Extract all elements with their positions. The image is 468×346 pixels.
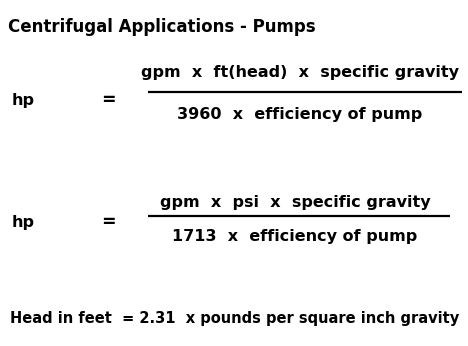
Text: Centrifugal Applications - Pumps: Centrifugal Applications - Pumps	[8, 18, 315, 36]
Text: Head in feet  = 2.31  x pounds per square inch gravity: Head in feet = 2.31 x pounds per square …	[10, 310, 459, 326]
Text: gpm  x  psi  x  specific gravity: gpm x psi x specific gravity	[160, 194, 430, 209]
Text: 3960  x  efficiency of pump: 3960 x efficiency of pump	[177, 107, 423, 121]
Text: hp: hp	[12, 215, 35, 229]
Text: 1713  x  efficiency of pump: 1713 x efficiency of pump	[172, 228, 417, 244]
Text: =: =	[101, 91, 115, 109]
Text: gpm  x  ft(head)  x  specific gravity: gpm x ft(head) x specific gravity	[141, 64, 459, 80]
Text: hp: hp	[12, 92, 35, 108]
Text: =: =	[101, 213, 115, 231]
